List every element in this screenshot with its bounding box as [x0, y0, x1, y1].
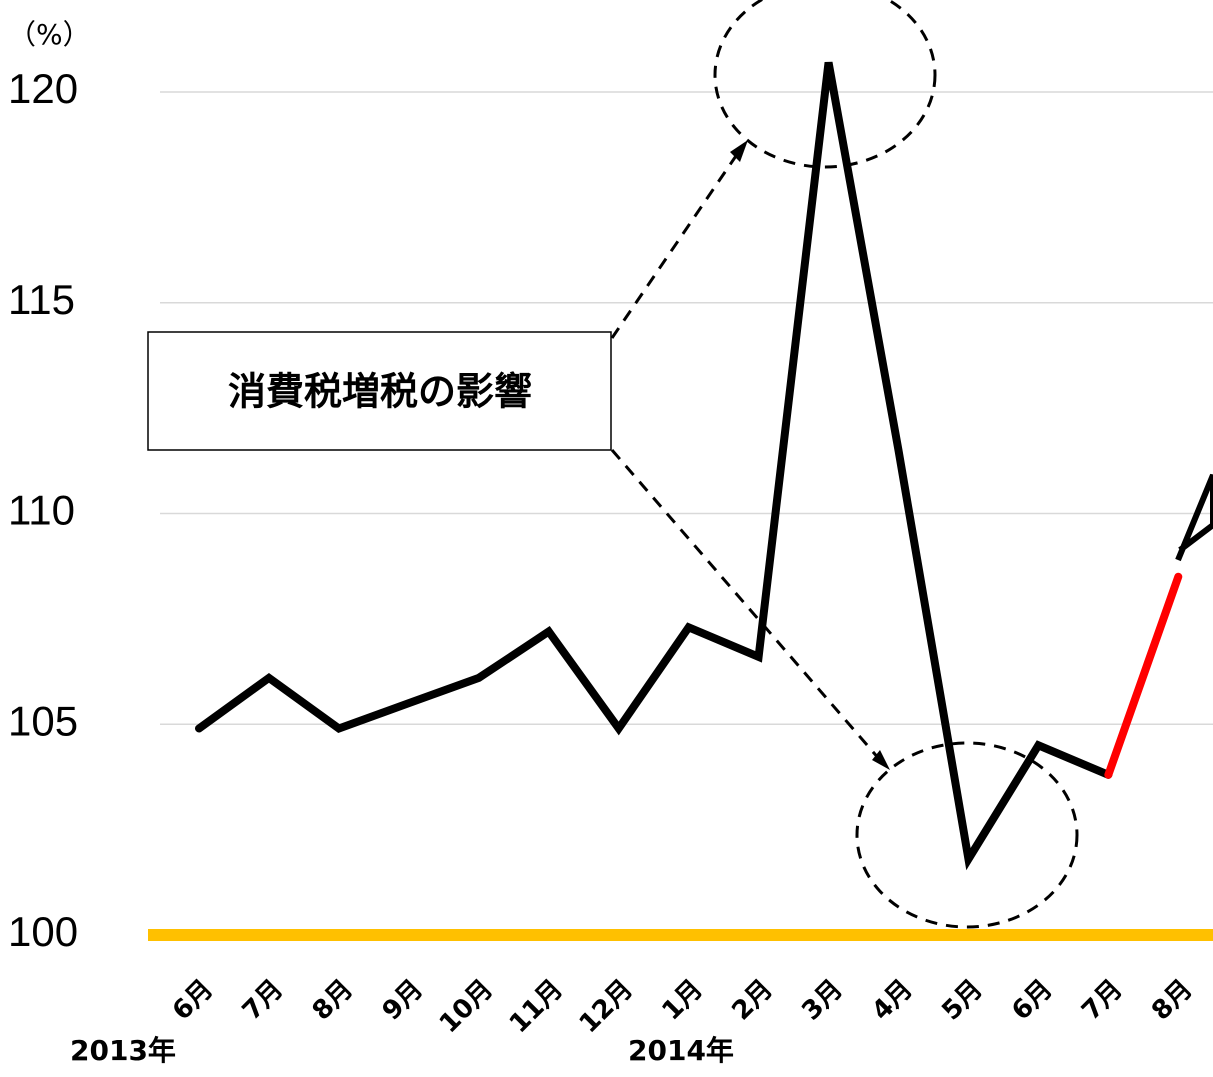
x-tick-label: 1月: [657, 974, 709, 1026]
y-tick-label: 105: [8, 697, 78, 744]
x-tick-label: 4月: [866, 974, 918, 1026]
x-tick-label: 5月: [936, 974, 988, 1026]
x-tick-label: 8月: [307, 974, 359, 1026]
year-label: 2014年: [628, 1034, 734, 1067]
unit-label: （%）: [8, 18, 91, 51]
x-tick-label: 8月: [1146, 974, 1198, 1026]
x-tick-label: 6月: [167, 974, 219, 1026]
y-tick-label: 100: [8, 908, 78, 955]
y-tick-label: 120: [8, 65, 78, 112]
x-tick-label: 11月: [504, 974, 569, 1039]
x-tick-label: 6月: [1006, 974, 1058, 1026]
x-tick-label: 12月: [574, 974, 639, 1039]
y-tick-label: 115: [8, 276, 75, 323]
arrow-head: [872, 750, 890, 770]
x-tick-label: 7月: [237, 974, 289, 1026]
x-tick-label: 7月: [1076, 974, 1128, 1026]
marks: [148, 61, 1213, 941]
cropped-decoration: [1175, 473, 1213, 562]
series-line: [1104, 572, 1183, 779]
grid: [160, 91, 1213, 936]
arrow-head: [730, 140, 748, 162]
series-line: [195, 61, 1113, 871]
annotation-text: 消費税増税の影響: [228, 370, 532, 414]
year-label: 2013年: [70, 1034, 176, 1067]
y-tick-label: 110: [8, 487, 75, 534]
annotation-decoration: [610, 0, 1079, 929]
annotation-box: [147, 331, 612, 451]
x-tick-label: 9月: [377, 974, 429, 1026]
x-tick-label: 10月: [434, 974, 499, 1039]
x-tick-label: 3月: [796, 974, 848, 1026]
x-tick-label: 2月: [726, 974, 778, 1026]
